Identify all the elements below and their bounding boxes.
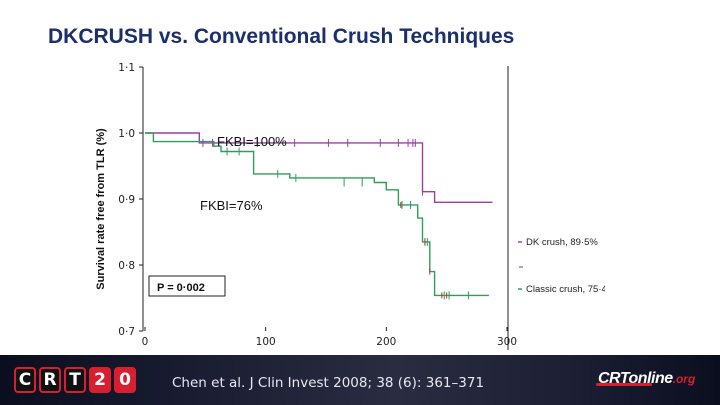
crt-logo-digit: 2 xyxy=(89,367,111,393)
crtonline-logo-main: CRTonline xyxy=(598,370,673,387)
crt-logo-letter: R xyxy=(39,367,61,393)
y-tick-label: 0·8 xyxy=(118,260,135,272)
y-tick-label: 0·9 xyxy=(118,194,135,206)
x-tick-label: 100 xyxy=(256,336,276,348)
crt20-logo: C R T 2 0 xyxy=(14,366,136,394)
citation-text: Chen et al. J Clin Invest 2008; 38 (6): … xyxy=(172,375,485,391)
crt-logo-letter: C xyxy=(14,367,36,393)
x-tick-label: 0 xyxy=(142,336,149,348)
censor-layer xyxy=(202,138,469,300)
footer-band: C R T 2 0 xyxy=(0,355,720,405)
kaplan-meier-chart: 0·70·80·91·01·10100200300Days after sten… xyxy=(95,62,605,358)
figure-panel: 0·70·80·91·01·10100200300Days after sten… xyxy=(60,58,605,358)
crt-logo-digit: 0 xyxy=(114,367,136,393)
p-value-box xyxy=(148,275,226,297)
p-value-text: P = 0·002 xyxy=(157,282,205,294)
crtonline-logo[interactable]: CRTonline .org xyxy=(598,370,695,392)
y-tick-label: 1·0 xyxy=(118,128,135,140)
y-tick-label: 1·1 xyxy=(118,62,135,74)
x-tick-label: 200 xyxy=(376,336,396,348)
annotation-fkbi-100: FKBI=100% xyxy=(217,134,287,149)
crtonline-logo-suffix: .org xyxy=(672,372,696,386)
annotation-fkbi-76: FKBI=76% xyxy=(200,198,263,213)
axes-layer xyxy=(139,66,508,332)
legend-label-dk-crush: DK crush, 89·5% xyxy=(526,237,598,248)
legend-label-classic-crush: Classic crush, 75·4% xyxy=(526,284,605,295)
series-line-dk-crush xyxy=(145,132,493,204)
slide-title: DKCRUSH vs. Conventional Crush Technique… xyxy=(48,25,515,48)
y-tick-label: 0·7 xyxy=(118,326,135,338)
y-axis-title: Survival rate free from TLR (%) xyxy=(95,128,107,290)
label-layer: 0·70·80·91·01·10100200300Days after sten… xyxy=(95,62,517,358)
crt-logo-letter: T xyxy=(64,367,86,393)
crtonline-swoosh-icon xyxy=(596,383,652,386)
x-tick-label: 300 xyxy=(497,336,517,348)
series-layer xyxy=(145,132,493,297)
series-line-classic-crush xyxy=(145,132,489,297)
